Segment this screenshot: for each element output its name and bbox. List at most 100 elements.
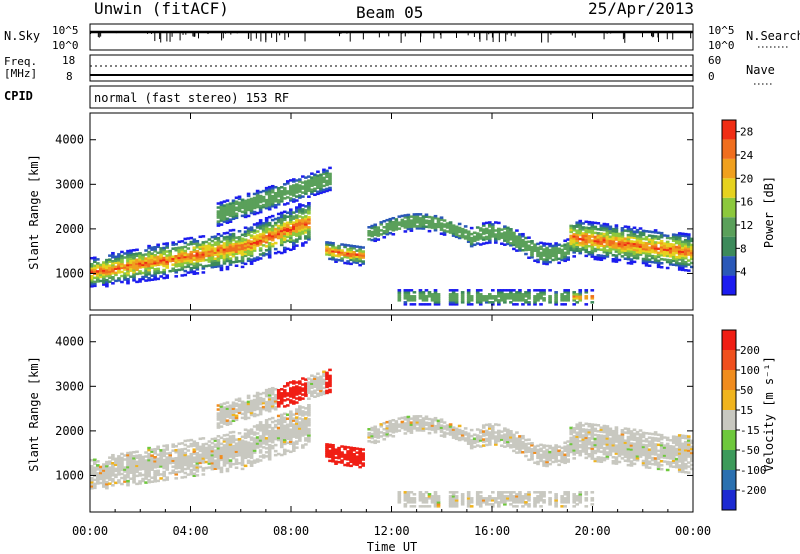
power-cell: [418, 303, 423, 306]
power-cell: [292, 231, 296, 234]
power-cell: [533, 259, 537, 262]
power-cell: [623, 245, 628, 248]
velocity-cell: [512, 441, 516, 445]
power-heatmap: [90, 166, 694, 306]
velocity-cell: [141, 463, 145, 467]
velocity-cell: [135, 474, 139, 478]
velocity-cell: [575, 499, 580, 502]
power-cell: [575, 293, 580, 296]
velocity-cell: [246, 416, 251, 420]
power-cell: [243, 209, 248, 213]
velocity-cell: [331, 454, 335, 457]
power-cell: [285, 223, 290, 227]
power-cell: [292, 194, 296, 197]
power-cell: [282, 210, 287, 214]
velocity-cell: [539, 495, 543, 498]
velocity-cell: [524, 497, 528, 500]
velocity-cell: [490, 505, 495, 508]
velocity-cell: [572, 457, 577, 460]
velocity-cell: [162, 458, 166, 462]
power-cell: [270, 238, 275, 242]
power-cell: [647, 246, 652, 249]
power-cell: [512, 239, 516, 243]
power-cell: [554, 254, 558, 257]
velocity-cell: [276, 452, 281, 456]
velocity-cell: [270, 444, 275, 448]
power-cell: [319, 191, 323, 195]
power-cell: [279, 235, 284, 239]
power-cell: [129, 253, 133, 256]
velocity-cell: [177, 450, 182, 454]
velocity-cell: [279, 394, 284, 397]
velocity-cell: [249, 448, 254, 451]
power-cell: [533, 301, 537, 304]
power-cell: [451, 303, 456, 306]
power-cell: [150, 274, 154, 277]
power-cell: [252, 231, 257, 234]
power-cell: [469, 238, 474, 242]
velocity-cell: [292, 380, 296, 383]
power-cell: [189, 270, 194, 274]
power-cell: [406, 219, 411, 223]
velocity-cell: [267, 450, 272, 453]
power-cell: [270, 200, 275, 204]
colorbar-tick-label: 12: [740, 219, 753, 232]
power-cell: [96, 262, 100, 265]
power-cell: [225, 253, 230, 257]
power-cell: [358, 247, 362, 251]
velocity-cell: [301, 397, 305, 400]
velocity-cell: [117, 463, 121, 466]
power-cell: [270, 186, 275, 190]
velocity-cell: [406, 501, 411, 504]
velocity-cell: [126, 463, 130, 467]
velocity-cell: [237, 462, 242, 465]
velocity-cell: [307, 377, 311, 380]
power-cell: [391, 227, 396, 230]
velocity-cell: [533, 497, 537, 500]
power-cell: [632, 250, 637, 254]
power-cell: [515, 239, 519, 242]
velocity-cell: [295, 436, 299, 439]
power-cell: [222, 214, 227, 217]
velocity-cell: [225, 415, 230, 418]
power-cell: [295, 234, 299, 237]
power-cell: [575, 249, 580, 252]
velocity-cell: [349, 454, 353, 458]
power-cell: [279, 196, 284, 199]
velocity-cell: [192, 456, 197, 459]
power-cell: [427, 215, 432, 219]
velocity-cell: [328, 380, 332, 384]
velocity-cell: [304, 429, 308, 432]
power-cell: [307, 230, 311, 233]
velocity-cell: [156, 473, 160, 477]
velocity-cell: [126, 455, 130, 459]
power-cell: [249, 252, 254, 255]
power-cell: [270, 234, 275, 238]
power-cell: [298, 188, 302, 191]
power-cell: [174, 259, 179, 262]
velocity-cell: [213, 465, 218, 468]
velocity-cell: [216, 461, 221, 464]
velocity-cell: [288, 416, 293, 419]
velocity-cell: [406, 493, 411, 496]
power-cell: [593, 239, 598, 243]
power-cell: [180, 262, 185, 265]
velocity-cell: [298, 437, 302, 440]
velocity-cell: [521, 499, 525, 502]
power-cell: [620, 241, 625, 244]
power-cell: [515, 243, 519, 246]
power-cell: [298, 203, 302, 206]
power-cell: [282, 187, 287, 190]
power-cell: [406, 213, 411, 217]
velocity-cell: [252, 412, 257, 416]
power-cell: [117, 255, 121, 258]
velocity-cell: [96, 474, 100, 477]
power-cell: [629, 232, 634, 235]
power-cell: [650, 244, 655, 248]
power-cell: [316, 176, 320, 180]
power-cell: [512, 295, 516, 298]
power-cell: [288, 208, 293, 211]
velocity-cell: [231, 436, 236, 440]
power-cell: [295, 224, 299, 227]
power-cell: [225, 255, 230, 259]
